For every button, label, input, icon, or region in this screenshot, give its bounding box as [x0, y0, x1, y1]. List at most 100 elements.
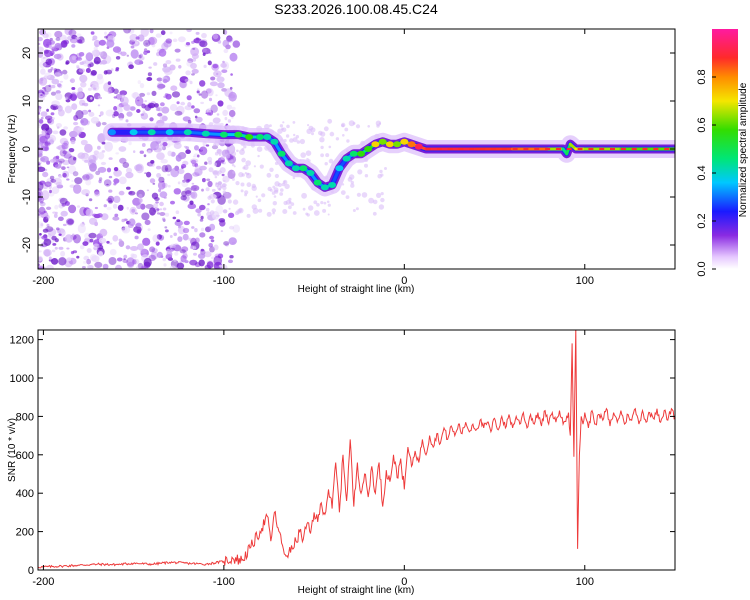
noise-dot — [232, 199, 239, 205]
noise-dot — [46, 108, 49, 112]
noise-dot — [58, 175, 63, 179]
noise-dot — [55, 37, 61, 41]
noise-dot — [55, 123, 63, 128]
noise-dot — [277, 183, 282, 187]
noise-dot — [213, 255, 223, 266]
noise-dot — [186, 95, 192, 101]
noise-dot — [195, 237, 200, 243]
noise-dot — [171, 151, 176, 157]
noise-dot — [207, 60, 212, 66]
noise-dot — [221, 69, 228, 73]
snr-panel: 0 200 400 600 800 1000 1200 -200 -100 0 100 Heigh… — [7, 329, 676, 596]
noise-dot — [144, 172, 147, 175]
noise-dot — [53, 177, 62, 185]
noise-dot — [66, 178, 70, 181]
noise-dot — [164, 212, 170, 217]
noise-dot — [232, 40, 241, 48]
noise-dot — [160, 158, 168, 164]
noise-dot — [222, 39, 230, 48]
noise-dot — [105, 109, 115, 117]
noise-dot — [155, 144, 165, 151]
noise-dot — [253, 165, 256, 168]
noise-dot — [180, 101, 186, 106]
noise-dot — [231, 163, 235, 167]
noise-dot — [187, 203, 197, 210]
noise-dot — [292, 211, 297, 215]
noise-dot — [189, 200, 194, 205]
noise-dot — [174, 251, 179, 256]
noise-dot — [64, 105, 72, 114]
colorbar-ticks: 0.0 0.2 0.4 0.6 0.8 — [696, 69, 716, 277]
ridge-blob — [349, 150, 358, 157]
spectrogram-y-tick-label: -20 — [21, 237, 33, 253]
noise-dot — [61, 142, 69, 150]
noise-dot — [256, 146, 263, 152]
noise-dot — [219, 122, 224, 126]
noise-dot — [118, 238, 122, 242]
noise-dot — [144, 100, 147, 103]
noise-dot — [52, 106, 57, 110]
noise-dot — [280, 188, 284, 192]
noise-dot — [147, 228, 151, 231]
noise-dot — [184, 105, 193, 111]
noise-dot — [274, 173, 279, 179]
noise-dot — [296, 140, 301, 144]
ridge-blob — [320, 184, 329, 191]
noise-dot — [71, 103, 78, 110]
noise-dot — [228, 259, 233, 264]
snr-y-ticks: 0 200 400 600 800 1000 1200 — [10, 335, 675, 577]
noise-dot — [324, 162, 328, 166]
noise-dot — [58, 160, 63, 165]
noise-dot — [156, 251, 163, 258]
noise-dot — [76, 205, 81, 208]
noise-dot — [170, 243, 176, 249]
noise-dot — [61, 166, 66, 171]
noise-dot — [224, 116, 228, 121]
noise-dot — [191, 73, 195, 76]
noise-dot — [215, 94, 218, 97]
ridge-blob — [219, 131, 228, 138]
noise-dot — [44, 141, 49, 147]
noise-dot — [235, 181, 240, 186]
noise-dot — [192, 48, 196, 50]
noise-dot — [82, 241, 89, 247]
noise-dot — [57, 144, 66, 151]
noise-dot — [78, 68, 86, 73]
noise-dot — [269, 167, 274, 172]
noise-dot — [144, 219, 151, 226]
noise-dot — [230, 73, 233, 76]
noise-dot — [149, 207, 156, 216]
noise-dot — [157, 212, 160, 215]
noise-dot — [327, 213, 330, 216]
noise-dot — [230, 151, 237, 157]
noise-dot — [229, 86, 233, 90]
noise-dot — [190, 47, 200, 57]
noise-dot — [156, 234, 162, 240]
ridge-blob — [277, 150, 286, 157]
noise-dot — [228, 207, 231, 210]
noise-dot — [147, 150, 152, 154]
noise-dot — [49, 159, 57, 163]
noise-dot — [48, 256, 52, 260]
noise-dot — [42, 87, 46, 90]
noise-dot — [115, 93, 123, 100]
noise-dot — [49, 37, 53, 41]
noise-dot — [90, 254, 97, 262]
noise-dot — [282, 179, 288, 185]
noise-dot — [135, 266, 139, 269]
noise-dot — [55, 155, 60, 159]
noise-dot — [50, 112, 55, 116]
noise-dot — [49, 189, 52, 194]
noise-dot — [191, 182, 195, 185]
noise-dot — [244, 193, 248, 197]
noise-dot — [47, 228, 57, 236]
noise-dot — [361, 192, 368, 198]
ridge-blob — [407, 141, 416, 148]
noise-dot — [38, 221, 44, 229]
ridge-blob — [292, 165, 300, 172]
noise-dot — [148, 37, 155, 46]
noise-dot — [246, 182, 252, 188]
noise-dot — [113, 106, 118, 111]
noise-dot — [329, 131, 335, 137]
noise-dot — [316, 203, 320, 207]
